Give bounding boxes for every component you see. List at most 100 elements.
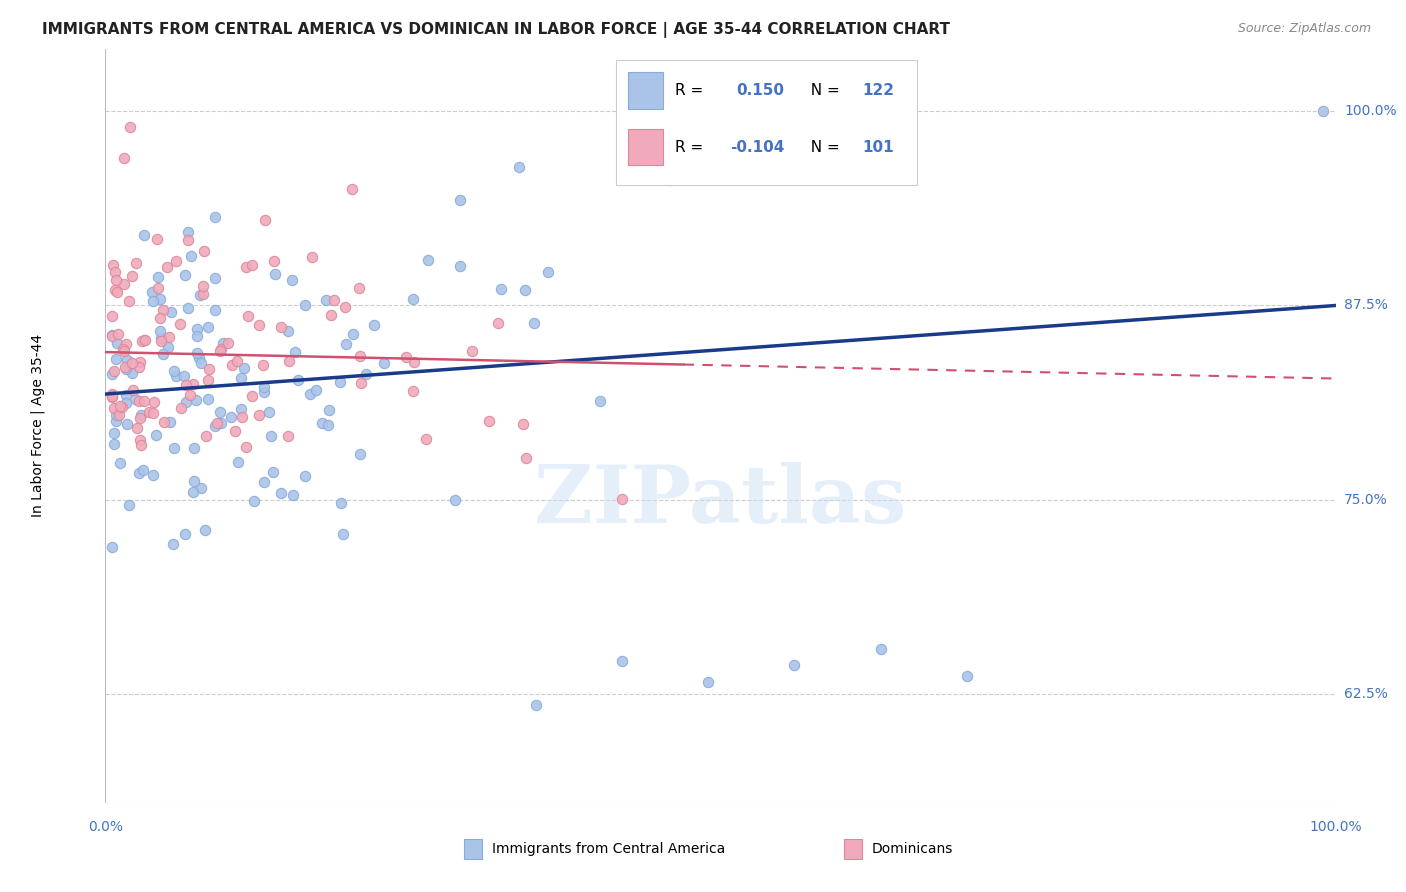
Point [226,455,249,469]
Point [197,320,219,334]
Point [209,417,232,431]
Point [415,432,437,446]
Text: R =: R = [675,139,709,154]
Text: IMMIGRANTS FROM CENTRAL AMERICA VS DOMINICAN IN LABOR FORCE | AGE 35-44 CORRELAT: IMMIGRANTS FROM CENTRAL AMERICA VS DOMIN… [42,22,950,38]
Point [217,336,239,351]
Point [204,302,226,317]
Point [115,387,138,401]
Point [165,369,187,384]
Point [163,364,186,378]
Point [254,213,277,227]
Point [197,373,219,387]
Point [186,328,208,343]
Point [697,675,720,690]
Point [537,265,560,279]
Point [112,151,135,165]
Point [114,361,136,376]
Point [187,351,209,365]
Point [188,288,211,302]
Point [524,698,547,712]
Point [159,416,181,430]
Point [142,406,165,420]
Point [252,384,274,399]
Text: N =: N = [800,139,844,154]
Point [197,392,219,406]
Point [103,437,125,451]
Point [103,426,125,441]
Point [209,342,232,356]
Point [173,268,195,283]
Point [152,303,174,318]
Point [142,468,165,483]
Point [100,329,122,343]
Point [118,294,141,309]
Point [236,310,259,324]
FancyBboxPatch shape [628,72,662,109]
Point [198,362,221,376]
Point [104,414,127,428]
Point [205,416,228,430]
Text: 101: 101 [862,139,894,154]
Point [146,281,169,295]
Point [156,339,179,353]
Point [340,182,363,196]
Point [138,405,160,419]
Point [342,326,364,341]
Point [170,401,193,415]
Point [132,393,155,408]
Point [231,409,253,424]
Point [208,405,231,419]
Point [349,448,371,462]
Point [114,344,136,359]
Point [402,384,425,399]
Point [183,475,205,489]
Point [193,244,215,258]
Point [610,491,633,506]
Text: 75.0%: 75.0% [1344,492,1388,507]
Point [515,284,537,298]
Point [270,319,292,334]
Point [229,370,252,384]
Text: N =: N = [800,83,844,98]
Point [449,193,471,207]
Point [523,316,546,330]
Point [281,488,304,502]
Point [115,417,138,431]
Text: Immigrants from Central America: Immigrants from Central America [492,842,725,856]
Point [219,410,242,425]
Point [232,360,254,375]
Point [305,383,328,397]
Point [444,492,467,507]
Point [156,260,179,274]
Point [104,265,127,279]
Point [316,418,339,433]
Point [120,120,141,134]
Point [129,411,152,425]
Point [100,540,122,554]
Point [176,225,198,239]
Point [253,475,276,490]
Point [318,402,340,417]
FancyBboxPatch shape [616,61,917,185]
Point [145,428,167,442]
Point [489,282,512,296]
Point [253,380,276,394]
Point [247,408,270,422]
Point [149,311,172,326]
Point [225,353,247,368]
Point [104,273,127,287]
Point [100,389,122,403]
Point [112,342,135,356]
Point [101,258,124,272]
Point [150,331,173,345]
Point [128,394,150,409]
Point [204,210,226,224]
Point [100,367,122,381]
Text: 0.150: 0.150 [737,83,785,98]
Point [1312,104,1334,119]
Point [150,334,173,348]
Point [204,419,226,434]
Point [260,429,283,443]
Point [956,669,979,683]
Text: Dominicans: Dominicans [872,842,953,856]
